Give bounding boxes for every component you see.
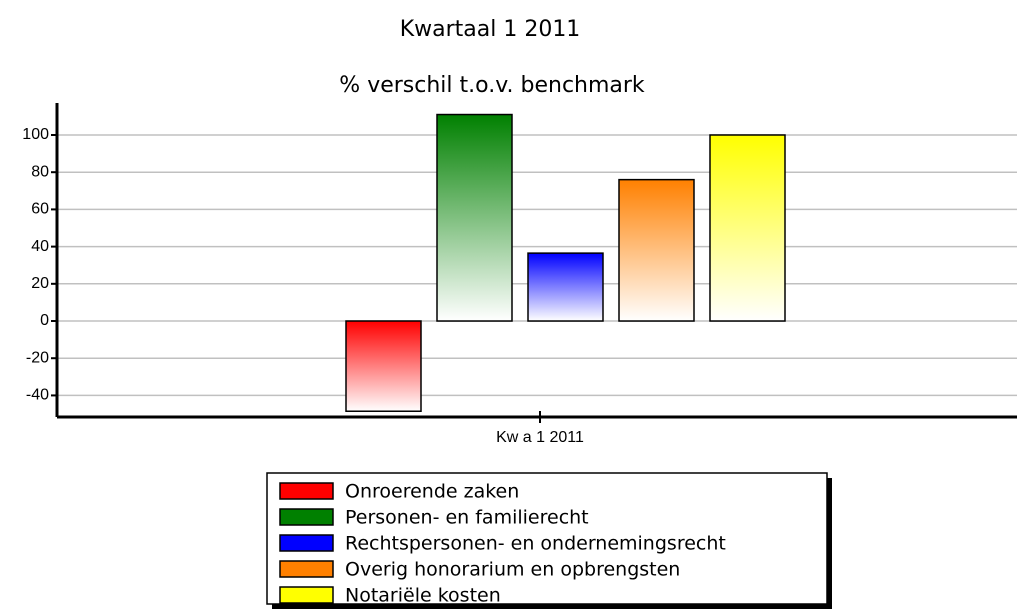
bar bbox=[527, 252, 604, 322]
bar bbox=[618, 178, 695, 322]
legend-swatch bbox=[279, 586, 334, 604]
y-tick-label: -40 bbox=[26, 387, 49, 404]
y-tick-label: 0 bbox=[40, 312, 49, 329]
x-tick-label: Kw a 1 2011 bbox=[496, 429, 584, 446]
chart-subtitle: % verschil t.o.v. benchmark bbox=[339, 73, 645, 98]
legend-swatch bbox=[279, 482, 334, 500]
legend bbox=[266, 472, 828, 605]
y-tick-label: 80 bbox=[31, 163, 49, 180]
legend-label: Rechtspersonen- en ondernemingsrecht bbox=[345, 533, 726, 555]
legend-swatch bbox=[279, 508, 334, 526]
legend-label: Overig honorarium en opbrengsten bbox=[345, 559, 680, 581]
bar bbox=[709, 134, 786, 322]
y-tick-label: 40 bbox=[31, 238, 49, 255]
y-tick-label: 20 bbox=[31, 275, 49, 292]
chart-title: Kwartaal 1 2011 bbox=[400, 17, 581, 42]
legend-label: Onroerende zaken bbox=[345, 481, 519, 503]
legend-swatch bbox=[279, 534, 334, 552]
legend-label: Personen- en familierecht bbox=[345, 507, 589, 529]
y-tick-label: 100 bbox=[22, 126, 49, 143]
y-tick-label: -20 bbox=[26, 349, 49, 366]
legend-label: Notariële kosten bbox=[345, 585, 501, 607]
bar bbox=[345, 320, 422, 412]
legend-swatch bbox=[279, 560, 334, 578]
y-tick-label: 60 bbox=[31, 201, 49, 218]
bar bbox=[436, 113, 513, 322]
